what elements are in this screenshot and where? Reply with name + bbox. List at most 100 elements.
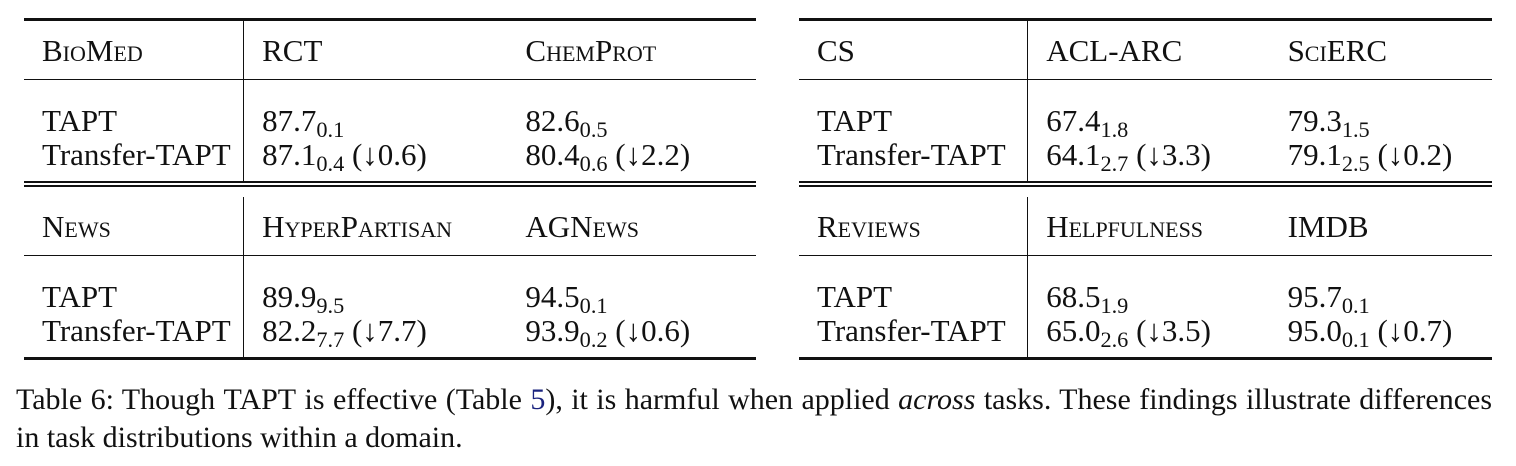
score-value: 64.1 xyxy=(1046,137,1101,172)
method-name: TAPT xyxy=(155,313,231,348)
score-std: 7.7 xyxy=(316,327,345,353)
caption-table-ref-link[interactable]: 5 xyxy=(530,383,546,416)
caption-label: Table 6: xyxy=(16,383,114,416)
results-table-right: CS ACL-ARC SciERC TAPT 67.41.8 79.31.5 Transfe… xyxy=(799,18,1492,360)
results-table-left: BioMed RCT ChemProt TAPT 87.70.1 82.60.5 Trans… xyxy=(24,18,756,360)
score-std: 9.5 xyxy=(316,293,345,319)
caption-tapt: TAPT xyxy=(223,383,297,416)
domain-header: CS xyxy=(799,18,1028,80)
header-row: Reviews Helpfulness IMDB xyxy=(799,197,1492,256)
header-row: CS ACL-ARC SciERC xyxy=(799,18,1492,80)
table-row: TAPT 67.41.8 79.31.5 xyxy=(799,79,1492,143)
method-cell: TAPT xyxy=(799,256,1028,315)
score-std: 2.6 xyxy=(1100,327,1129,353)
score-std: 0.6 xyxy=(579,151,608,177)
score-value: 95.0 xyxy=(1287,313,1342,348)
table-row: TAPT 87.70.1 82.60.5 xyxy=(24,79,756,143)
score-std: 0.4 xyxy=(316,151,345,177)
score-std: 1.8 xyxy=(1100,117,1129,143)
score-value: 82.6 xyxy=(525,103,580,138)
header-row: News HyperPartisan AGNews xyxy=(24,197,756,256)
score-cell: 87.10.4 (↓0.6) xyxy=(243,137,526,187)
header-row: BioMed RCT ChemProt xyxy=(24,18,756,80)
score-cell: 82.60.5 xyxy=(525,80,756,143)
score-cell: 80.40.6 (↓2.2) xyxy=(525,137,756,187)
method-cell: TAPT xyxy=(24,80,244,139)
score-value: 79.3 xyxy=(1287,103,1342,138)
score-delta: (↓0.6) xyxy=(615,313,691,348)
task-header: AGNews xyxy=(525,197,756,256)
method-name: TAPT xyxy=(930,313,1006,348)
score-std: 1.5 xyxy=(1341,117,1370,143)
method-cell: TAPT xyxy=(24,256,244,315)
block-spacer xyxy=(799,184,1492,197)
method-prefix: Transfer- xyxy=(42,313,156,348)
method-cell: Transfer-TAPT xyxy=(24,313,244,360)
score-std: 2.5 xyxy=(1341,151,1370,177)
score-value: 82.2 xyxy=(262,313,317,348)
score-delta: (↓3.5) xyxy=(1136,313,1211,348)
score-value: 80.4 xyxy=(525,137,580,172)
table-row: TAPT 68.51.9 95.70.1 xyxy=(799,255,1492,319)
score-value: 89.9 xyxy=(262,279,317,314)
score-value: 65.0 xyxy=(1046,313,1101,348)
method-prefix: Transfer- xyxy=(817,313,931,348)
task-header: Helpfulness xyxy=(1027,197,1288,256)
method-name: TAPT xyxy=(42,279,118,314)
score-value: 93.9 xyxy=(525,313,580,348)
method-cell: Transfer-TAPT xyxy=(799,313,1028,360)
caption-emphasis: across xyxy=(898,383,976,416)
score-cell: 67.41.8 xyxy=(1027,79,1288,143)
caption-text-1: Though xyxy=(121,383,216,416)
table-row: TAPT 89.99.5 94.50.1 xyxy=(24,255,756,319)
spacer-cell xyxy=(24,184,756,197)
task-header: HyperPartisan xyxy=(243,197,526,256)
score-value: 94.5 xyxy=(525,279,580,314)
score-delta: (↓3.3) xyxy=(1136,137,1211,172)
block-spacer xyxy=(24,184,756,197)
task-header: IMDB xyxy=(1287,197,1492,256)
score-delta: (↓0.6) xyxy=(351,137,427,172)
score-value: 87.1 xyxy=(262,137,317,172)
method-cell: Transfer-TAPT xyxy=(24,137,244,187)
score-std: 1.9 xyxy=(1100,293,1129,319)
method-name: TAPT xyxy=(155,137,231,172)
score-delta: (↓7.7) xyxy=(351,313,427,348)
table-row: Transfer-TAPT 87.10.4 (↓0.6) 80.40.6 (↓2.2… xyxy=(24,137,756,187)
score-std: 0.1 xyxy=(316,117,345,143)
score-cell: 64.12.7 (↓3.3) xyxy=(1027,137,1288,187)
score-cell: 95.70.1 xyxy=(1287,256,1492,319)
score-std: 2.7 xyxy=(1100,151,1129,177)
score-cell: 79.31.5 xyxy=(1287,80,1492,143)
caption-text-4: tasks. These findings illustrate differe… xyxy=(16,383,1493,454)
score-cell: 79.12.5 (↓0.2) xyxy=(1287,137,1492,187)
task-header: SciERC xyxy=(1287,18,1492,80)
method-prefix: Transfer- xyxy=(817,137,931,172)
score-cell: 87.70.1 xyxy=(243,79,526,143)
score-cell: 93.90.2 (↓0.6) xyxy=(525,313,756,360)
score-delta: (↓0.7) xyxy=(1377,313,1453,348)
score-delta: (↓2.2) xyxy=(615,137,691,172)
method-cell: Transfer-TAPT xyxy=(799,137,1028,187)
table-row: Transfer-TAPT 82.27.7 (↓7.7) 93.90.2 (↓0.6… xyxy=(24,313,756,360)
score-delta: (↓0.2) xyxy=(1377,137,1453,172)
task-header: ACL-ARC xyxy=(1027,18,1288,80)
method-name: TAPT xyxy=(817,279,893,314)
score-cell: 95.00.1 (↓0.7) xyxy=(1287,313,1492,360)
method-name: TAPT xyxy=(930,137,1006,172)
table-row: Transfer-TAPT 65.02.6 (↓3.5) 95.00.1 (↓0.7… xyxy=(799,313,1492,360)
score-std: 0.5 xyxy=(579,117,608,143)
score-value: 79.1 xyxy=(1287,137,1342,172)
score-value: 68.5 xyxy=(1046,279,1101,314)
task-header: ChemProt xyxy=(525,18,756,80)
score-std: 0.1 xyxy=(1341,293,1370,319)
method-name: TAPT xyxy=(42,103,118,138)
score-cell: 89.99.5 xyxy=(243,255,526,319)
score-value: 95.7 xyxy=(1287,279,1342,314)
method-prefix: Transfer- xyxy=(42,137,156,172)
score-value: 67.4 xyxy=(1046,103,1101,138)
domain-header: News xyxy=(24,197,244,256)
table-row: Transfer-TAPT 64.12.7 (↓3.3) 79.12.5 (↓0.2… xyxy=(799,137,1492,187)
score-cell: 65.02.6 (↓3.5) xyxy=(1027,313,1288,360)
score-cell: 82.27.7 (↓7.7) xyxy=(243,313,526,360)
